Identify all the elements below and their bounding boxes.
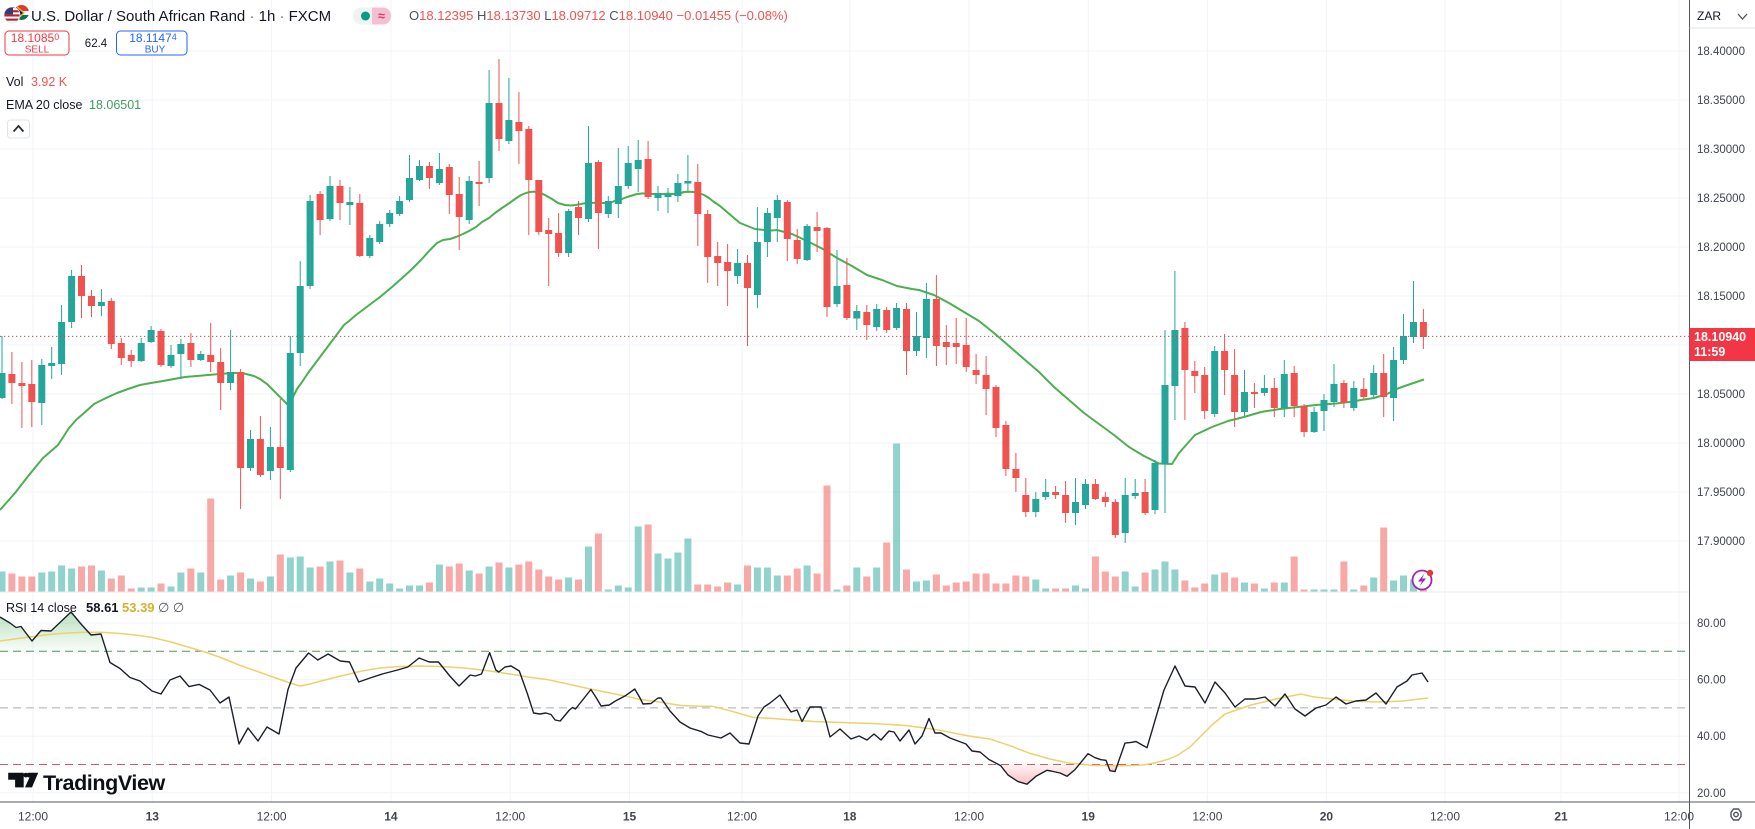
- svg-text:18.10850: 18.10850: [11, 31, 59, 45]
- svg-text:18.06501: 18.06501: [89, 98, 141, 112]
- svg-text:62.4: 62.4: [85, 38, 108, 50]
- svg-text:18.25000: 18.25000: [1697, 193, 1745, 205]
- svg-text:60.00: 60.00: [1697, 675, 1726, 687]
- svg-text:12:00: 12:00: [727, 810, 757, 824]
- svg-text:SELL: SELL: [25, 45, 50, 56]
- svg-text:18.00000: 18.00000: [1697, 438, 1745, 450]
- svg-text:12:00: 12:00: [1664, 810, 1694, 824]
- svg-text:18.35000: 18.35000: [1697, 95, 1745, 107]
- svg-text:14: 14: [384, 810, 398, 824]
- svg-text:12:00: 12:00: [257, 810, 287, 824]
- svg-text:RSI 14 close: RSI 14 close: [6, 601, 77, 615]
- svg-text:11:59: 11:59: [1694, 345, 1725, 359]
- svg-text:18.10940: 18.10940: [1694, 330, 1746, 344]
- svg-text:ZAR: ZAR: [1697, 9, 1721, 23]
- svg-text:12:00: 12:00: [1192, 810, 1222, 824]
- svg-text:15: 15: [623, 810, 637, 824]
- svg-text:18.05000: 18.05000: [1697, 389, 1745, 401]
- svg-text:20: 20: [1320, 810, 1334, 824]
- svg-text:18.15000: 18.15000: [1697, 291, 1745, 303]
- svg-text:∅ ∅: ∅ ∅: [158, 600, 184, 615]
- svg-text:Vol: Vol: [6, 75, 23, 89]
- svg-text:17.95000: 17.95000: [1697, 487, 1745, 499]
- svg-text:3.92 K: 3.92 K: [31, 75, 68, 89]
- svg-text:80.00: 80.00: [1697, 618, 1726, 630]
- svg-text:20.00: 20.00: [1697, 788, 1726, 800]
- svg-text:≈: ≈: [378, 9, 385, 23]
- svg-text:18.20000: 18.20000: [1697, 242, 1745, 254]
- svg-text:17.90000: 17.90000: [1697, 536, 1745, 548]
- svg-text:19: 19: [1082, 810, 1096, 824]
- svg-text:EMA 20 close: EMA 20 close: [6, 98, 82, 112]
- svg-text:12:00: 12:00: [954, 810, 984, 824]
- svg-text:40.00: 40.00: [1697, 731, 1726, 743]
- svg-text:O18.12395 H18.13730 L18.09712: O18.12395 H18.13730 L18.09712 C18.10940 …: [409, 8, 788, 23]
- svg-text:18: 18: [843, 810, 857, 824]
- svg-text:18.11474: 18.11474: [129, 31, 177, 45]
- svg-text:21: 21: [1554, 810, 1568, 824]
- svg-text:18.40000: 18.40000: [1697, 46, 1745, 58]
- svg-text:U.S. Dollar / South African Ra: U.S. Dollar / South African Rand · 1h · …: [31, 8, 331, 25]
- svg-text:12:00: 12:00: [495, 810, 525, 824]
- svg-text:18.30000: 18.30000: [1697, 144, 1745, 156]
- svg-text:TradingView: TradingView: [43, 771, 166, 795]
- svg-text:12:00: 12:00: [1430, 810, 1460, 824]
- svg-text:13: 13: [146, 810, 160, 824]
- svg-text:BUY: BUY: [145, 45, 166, 56]
- svg-text:53.39: 53.39: [122, 600, 155, 615]
- svg-text:58.61: 58.61: [86, 600, 119, 615]
- svg-text:12:00: 12:00: [18, 810, 48, 824]
